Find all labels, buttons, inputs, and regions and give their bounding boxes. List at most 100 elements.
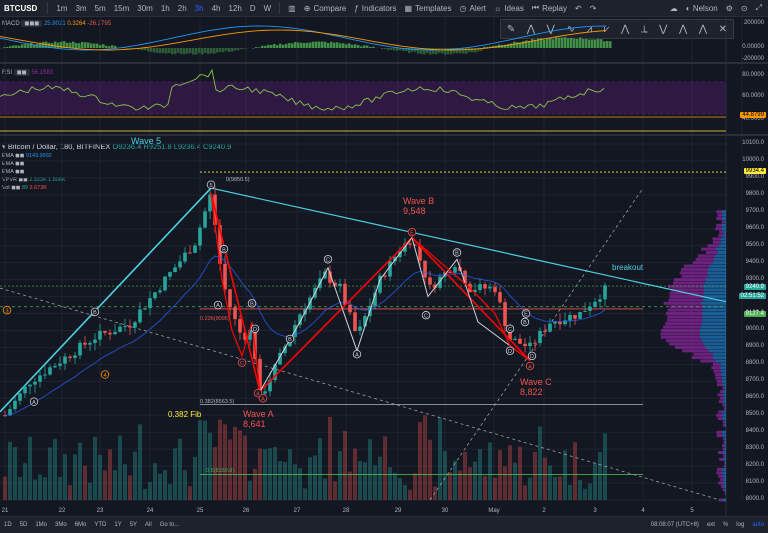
volume-bar bbox=[508, 445, 512, 500]
volume-bar bbox=[98, 455, 102, 500]
rsi-pane bbox=[0, 70, 726, 131]
macd-hist bbox=[435, 48, 438, 54]
volume-bar bbox=[363, 462, 367, 500]
log-toggle[interactable]: log bbox=[732, 522, 748, 528]
wave-marker-label: 4 bbox=[103, 373, 106, 379]
candle-body bbox=[503, 302, 507, 326]
volume-bar bbox=[308, 457, 312, 500]
profile-bar bbox=[713, 261, 726, 264]
price-tick: 9500.0 bbox=[746, 242, 764, 248]
volume-bar bbox=[593, 463, 597, 500]
macd-hist bbox=[168, 48, 171, 53]
profile-bar bbox=[716, 471, 722, 474]
macd-hist bbox=[384, 48, 387, 49]
volume-bar bbox=[383, 436, 387, 500]
macd-hist bbox=[12, 45, 15, 48]
candle-body bbox=[583, 311, 587, 312]
profile-bar bbox=[682, 275, 709, 278]
volume-bar bbox=[498, 450, 502, 500]
profile-bar bbox=[716, 248, 726, 251]
macd-hist bbox=[393, 48, 396, 51]
range-goto[interactable]: Go to... bbox=[156, 522, 184, 528]
macd-hist bbox=[198, 48, 201, 53]
price-tick: 8100.0 bbox=[746, 479, 764, 485]
range-6mo[interactable]: 6Mo bbox=[71, 522, 91, 528]
profile-bar bbox=[693, 261, 713, 264]
range-5d[interactable]: 5D bbox=[16, 522, 32, 528]
macd-hist bbox=[9, 46, 12, 48]
percent-toggle[interactable]: % bbox=[719, 522, 732, 528]
auto-toggle[interactable]: auto bbox=[748, 522, 768, 528]
candle-body bbox=[543, 331, 547, 332]
volume-bar bbox=[183, 470, 187, 500]
macd-hist bbox=[345, 44, 348, 48]
candle-body bbox=[128, 326, 132, 327]
wave-marker-label: A bbox=[256, 391, 260, 397]
volume-bar bbox=[168, 484, 172, 500]
range-1d[interactable]: 1D bbox=[0, 522, 16, 528]
volume-bar bbox=[283, 462, 287, 500]
candle-body bbox=[28, 385, 32, 387]
volume-bar bbox=[588, 483, 592, 500]
profile-bar bbox=[692, 356, 712, 359]
range-5y[interactable]: 5Y bbox=[126, 522, 141, 528]
price-tick: 8400.0 bbox=[746, 428, 764, 434]
macd-hist bbox=[447, 48, 450, 54]
profile-bar bbox=[700, 359, 715, 362]
volume-bar bbox=[68, 485, 72, 500]
macd-hist bbox=[78, 43, 81, 48]
macd-hist bbox=[330, 42, 333, 48]
volume-bar bbox=[188, 486, 192, 500]
profile-bar bbox=[718, 482, 723, 485]
waveA-label: Wave A bbox=[243, 409, 274, 419]
candle-body bbox=[93, 340, 97, 343]
volume-bar bbox=[558, 476, 562, 500]
macd-hist bbox=[126, 48, 129, 49]
candle-body bbox=[553, 322, 557, 324]
macd-hist bbox=[162, 48, 165, 53]
volume-bar bbox=[403, 485, 407, 500]
profile-bar bbox=[705, 282, 726, 285]
range-1mo[interactable]: 1Mo bbox=[31, 522, 51, 528]
candle-body bbox=[353, 312, 357, 331]
macd-hist bbox=[180, 48, 183, 54]
macd-hist bbox=[294, 42, 297, 48]
volume-bar bbox=[458, 471, 462, 500]
wave-marker-label: B bbox=[222, 247, 226, 253]
macd-hist bbox=[342, 43, 345, 48]
macd-hist bbox=[465, 48, 468, 54]
range-ytd[interactable]: YTD bbox=[90, 522, 110, 528]
macd-hist bbox=[279, 44, 282, 48]
macd-hist bbox=[252, 48, 255, 49]
macd-hist bbox=[309, 42, 312, 48]
range-all[interactable]: All bbox=[141, 522, 156, 528]
macd-hist bbox=[285, 44, 288, 48]
time-tick: 21 bbox=[2, 508, 9, 514]
volume-bar bbox=[118, 436, 122, 500]
candle-body bbox=[588, 307, 592, 311]
macd-hist bbox=[600, 39, 603, 48]
profile-bar bbox=[720, 478, 723, 481]
volume-bar bbox=[203, 421, 207, 500]
volume-bar bbox=[88, 483, 92, 500]
macd-tick: 200000 bbox=[744, 20, 764, 26]
candle-body bbox=[383, 276, 387, 277]
candle-body bbox=[38, 375, 42, 381]
ext-toggle[interactable]: ext bbox=[703, 522, 719, 528]
volume-bar bbox=[83, 466, 87, 500]
profile-bar bbox=[702, 339, 726, 342]
volume-bar bbox=[53, 439, 57, 500]
macd-hist bbox=[222, 48, 225, 52]
range-1y[interactable]: 1Y bbox=[110, 522, 125, 528]
volume-bar bbox=[3, 477, 7, 500]
profile-bar bbox=[701, 326, 726, 329]
profile-bar bbox=[722, 220, 725, 223]
macd-hist bbox=[111, 45, 114, 48]
volume-bar bbox=[418, 422, 422, 500]
volume-bar bbox=[538, 427, 542, 500]
volume-bar bbox=[43, 477, 47, 500]
range-3mo[interactable]: 3Mo bbox=[51, 522, 71, 528]
